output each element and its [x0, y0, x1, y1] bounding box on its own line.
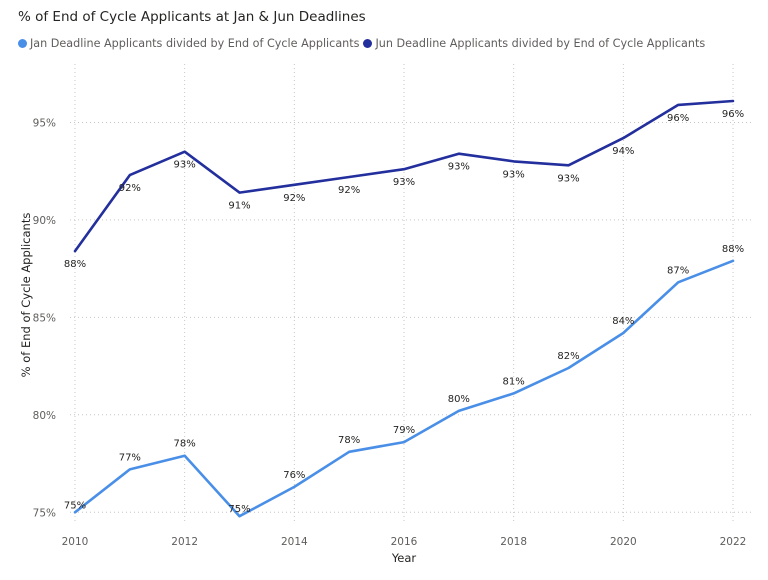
- x-tick-label-1: 2012: [171, 536, 198, 548]
- data-label-jun-2021: 96%: [667, 113, 689, 124]
- x-tick-label-5: 2020: [610, 536, 637, 548]
- chart-title: % of End of Cycle Applicants at Jan & Ju…: [18, 9, 366, 25]
- data-label-jun-2020: 94%: [612, 146, 634, 157]
- data-label-jan-2016: 79%: [393, 425, 415, 436]
- y-tick-label-1: 80%: [33, 410, 56, 422]
- data-label-jan-2022: 88%: [722, 244, 744, 255]
- y-tick-label-4: 95%: [33, 117, 56, 129]
- y-tick-label-2: 85%: [33, 312, 56, 324]
- legend: Jan Deadline Applicants divided by End o…: [18, 37, 709, 50]
- data-label-jun-2012: 93%: [174, 160, 196, 171]
- data-label-jan-2015: 78%: [338, 435, 360, 446]
- x-tick-label-3: 2016: [391, 536, 418, 548]
- data-label-jan-2021: 87%: [667, 265, 689, 276]
- data-label-jun-2015: 92%: [338, 185, 360, 196]
- data-label-jun-2022: 96%: [722, 109, 744, 120]
- legend-item-jan[interactable]: Jan Deadline Applicants divided by End o…: [18, 37, 359, 50]
- data-label-jun-2014: 92%: [283, 193, 305, 204]
- legend-dot-jan: [18, 39, 27, 48]
- legend-dot-jun: [363, 39, 373, 48]
- legend-label-jan: Jan Deadline Applicants divided by End o…: [30, 37, 360, 50]
- data-label-jan-2013: 75%: [228, 504, 250, 515]
- data-label-jun-2016: 93%: [393, 177, 415, 188]
- legend-label-jun: Jun Deadline Applicants divided by End o…: [375, 37, 706, 50]
- x-tick-label-2: 2014: [281, 536, 308, 548]
- x-tick-label-6: 2022: [720, 536, 747, 548]
- y-tick-label-3: 90%: [33, 215, 56, 227]
- data-label-jun-2017: 93%: [448, 162, 470, 173]
- data-label-jan-2018: 81%: [503, 376, 525, 387]
- data-label-jun-2013: 91%: [228, 201, 250, 212]
- data-label-jan-2014: 76%: [283, 470, 305, 481]
- y-tick-label-0: 75%: [33, 507, 56, 519]
- y-axis-title: % of End of Cycle Applicants: [19, 213, 33, 378]
- legend-item-jun[interactable]: Jun Deadline Applicants divided by End o…: [363, 37, 705, 50]
- data-label-jun-2010: 88%: [64, 259, 86, 270]
- x-tick-label-4: 2018: [500, 536, 527, 548]
- data-label-jan-2010: 75%: [64, 500, 86, 511]
- x-tick-label-0: 2010: [62, 536, 89, 548]
- data-label-jun-2011: 92%: [119, 183, 141, 194]
- data-label-jan-2019: 82%: [557, 351, 579, 362]
- data-label-jun-2018: 93%: [503, 169, 525, 180]
- data-label-jan-2012: 78%: [174, 439, 196, 450]
- x-axis-title: Year: [391, 551, 417, 565]
- data-label-jan-2011: 77%: [119, 452, 141, 463]
- data-label-jan-2020: 84%: [612, 316, 634, 327]
- data-label-jan-2017: 80%: [448, 394, 470, 405]
- data-label-jun-2019: 93%: [557, 173, 579, 184]
- series-line-jun: [73, 99, 735, 253]
- series-line-jan: [73, 259, 735, 518]
